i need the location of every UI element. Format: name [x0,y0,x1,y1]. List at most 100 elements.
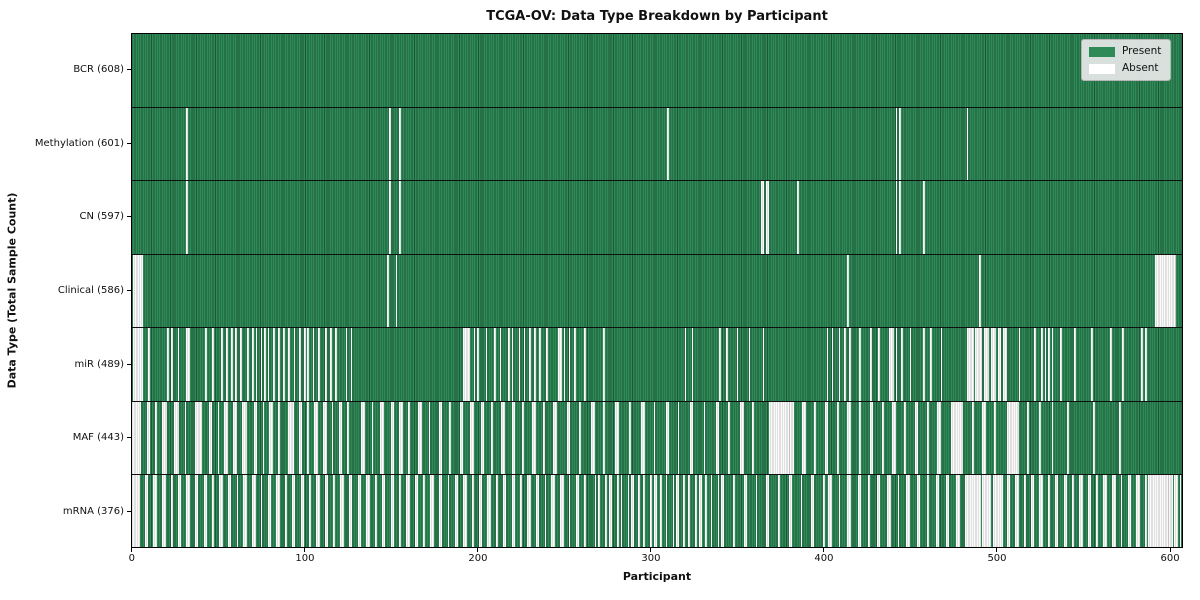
absent-stripe [558,328,562,401]
absent-stripe [203,475,208,548]
absent-stripe [823,475,825,548]
absent-stripe [1079,475,1083,548]
absent-stripe [760,181,765,254]
absent-stripe [605,475,607,548]
x-tick-label-100: 100 [295,553,315,564]
row-miR [131,327,1183,401]
absent-stripe [347,401,349,475]
absent-stripe [1122,328,1125,401]
absent-stripe [314,401,318,475]
absent-stripe [887,475,891,548]
absent-stripe [575,475,580,548]
absent-stripe [899,181,901,254]
absent-stripe [1006,401,1019,475]
absent-stripe [260,475,263,548]
absent-stripe [895,328,898,401]
absent-stripe [665,475,668,548]
absent-stripe [288,328,291,401]
absent-stripe [220,328,223,401]
absent-stripe [810,475,815,548]
absent-stripe [361,401,365,475]
absent-stripe [802,401,806,475]
absent-stripe [262,401,265,475]
absent-stripe [568,475,571,548]
absent-stripe [399,475,401,548]
absent-stripe [406,475,410,548]
row-mRNA [131,474,1183,548]
absent-stripe [546,328,548,401]
absent-stripe [951,401,964,475]
row-Methylation [131,106,1183,181]
absent-stripe [984,328,990,401]
absent-stripe [629,401,632,475]
absent-stripe [733,475,735,548]
absent-stripe [859,328,862,401]
absent-stripe [1067,401,1069,475]
absent-stripe [324,475,329,548]
x-tick-mark [131,548,133,552]
absent-stripe [615,401,619,475]
y-tick-mark [127,290,131,291]
absent-stripe [520,475,523,548]
absent-stripe [684,328,687,401]
absent-stripe [267,475,272,548]
absent-stripe [539,328,542,401]
absent-stripe [399,181,401,254]
absent-stripe [293,328,296,401]
absent-stripe [470,401,474,475]
absent-stripe [1044,328,1047,401]
absent-stripe [208,401,213,475]
absent-stripe [1018,328,1021,401]
absent-stripe [1141,328,1144,401]
absent-stripe [1155,254,1177,328]
absent-stripe [1051,401,1054,475]
absent-stripe [826,328,829,401]
absent-stripe [212,328,215,401]
absent-stripe [964,475,981,548]
y-tick-mark [127,363,131,365]
y-tick-label-MAF: MAF (443) [72,432,124,444]
absent-stripe [869,401,874,475]
absent-stripe [1179,475,1182,548]
absent-stripe [184,401,187,475]
absent-stripe [717,475,720,548]
absent-stripe [272,328,275,401]
absent-stripe [219,475,223,548]
absent-stripe [463,475,467,548]
absent-stripe [388,181,391,254]
y-tick-mark [127,142,131,144]
absent-stripe [496,475,498,548]
absent-stripe [982,475,991,548]
absent-stripe [177,475,182,548]
absent-stripe [1096,475,1099,548]
absent-stripe [904,401,907,475]
absent-stripe [627,475,630,548]
y-tick-label-BCR: BCR (608) [73,64,124,76]
absent-stripe [598,475,600,548]
absent-stripe [371,401,374,475]
absent-stripe [1148,475,1173,548]
absent-stripe [937,401,941,475]
absent-stripe [478,475,483,548]
absent-stripe [186,107,189,181]
y-tick-label-mRNA: mRNA (376) [62,505,124,517]
absent-stripe [935,475,940,548]
absent-stripe [603,401,606,475]
absent-stripe [567,401,571,475]
absent-stripe [459,401,464,475]
absent-stripe [217,401,220,475]
absent-stripe [288,401,294,475]
x-tick-mark [477,548,479,552]
absent-stripe [390,401,394,475]
absent-stripe [224,401,228,475]
x-tick-label-0: 0 [128,553,136,564]
absent-stripe [847,254,850,328]
absent-stripe [170,328,173,401]
absent-stripe [892,401,896,475]
absent-stripe [226,328,228,401]
present-swatch-icon [1089,46,1115,57]
absent-stripe [1034,328,1036,401]
row-MAF [131,400,1183,475]
absent-stripe [726,328,728,401]
absent-stripe [573,328,576,401]
